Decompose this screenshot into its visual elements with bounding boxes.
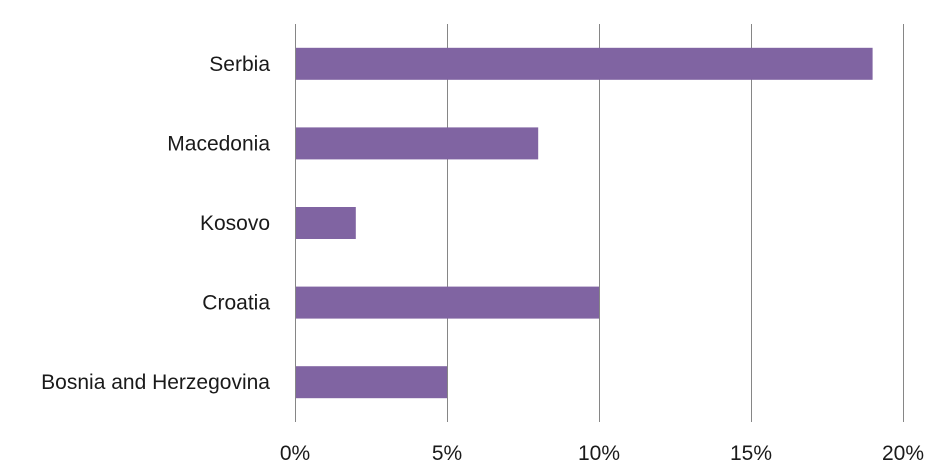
category-label: Bosnia and Herzegovina [41,371,270,394]
category-label: Kosovo [200,212,270,235]
bar-serbia [296,47,873,80]
category-label: Serbia [209,53,270,76]
bar-kosovo [296,207,356,239]
bar-croatia [296,286,599,319]
x-tick-label: 5% [432,442,462,465]
gridlines [295,24,904,422]
bars [296,47,873,399]
x-tick-label: 15% [730,442,772,465]
category-label: Macedonia [167,132,270,155]
x-tick-label: 20% [882,442,924,465]
x-tick-label: 0% [280,442,310,465]
x-tick-label: 10% [578,442,620,465]
bar-macedonia [296,127,539,160]
bar-bosnia-and-herzegovina [296,366,447,399]
x-tick-labels: 0% 5% 10% 15% 20% [280,442,924,465]
category-labels: Serbia Macedonia Kosovo Croatia Bosnia and H… [41,53,270,394]
category-label: Croatia [202,292,270,315]
